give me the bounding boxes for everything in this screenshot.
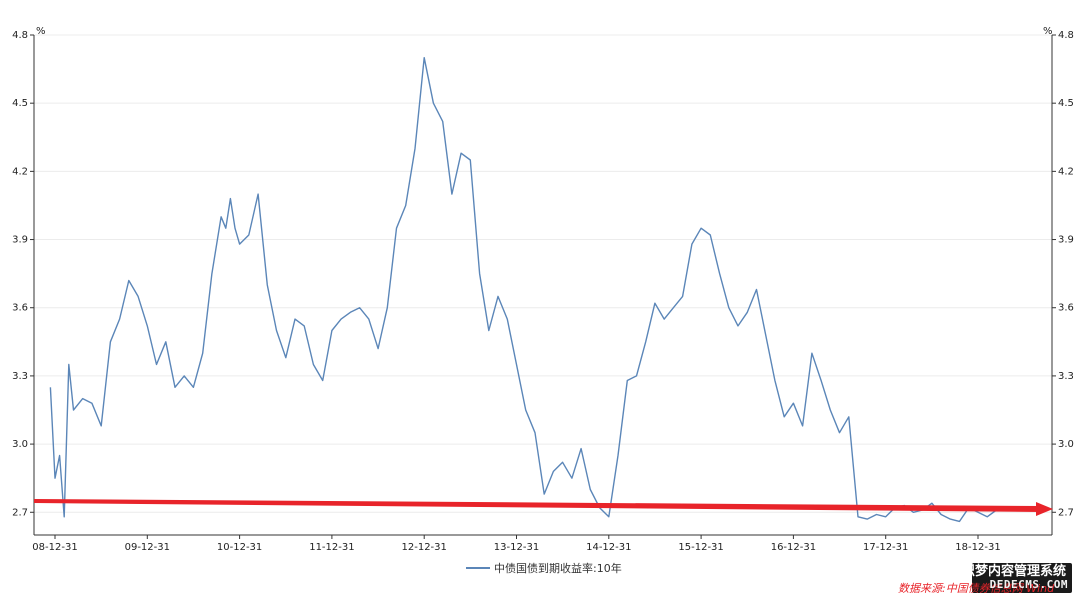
y-tick-label-right: 2.7: [1058, 507, 1074, 518]
x-tick-label: 14-12-31: [586, 542, 631, 553]
y-tick-label-left: 2.7: [12, 507, 28, 518]
x-tick-label: 09-12-31: [125, 542, 170, 553]
watermark-box: [972, 563, 1072, 593]
y-tick-label-left: 4.2: [12, 166, 28, 177]
gridlines: [34, 34, 1052, 513]
legend-label: 中债国债到期收益率:10年: [494, 561, 622, 575]
axes: [33, 35, 1053, 536]
arrow-head: [1036, 502, 1053, 516]
y-axis-left-ticks: 4.8 4.5 4.2 3.9 3.6 3.3 3.0 2.7: [12, 30, 34, 518]
arrow-shaft: [34, 499, 1040, 512]
y-tick-label-right: 3.6: [1058, 303, 1074, 314]
y-tick-label-right: 3.0: [1058, 439, 1074, 450]
y-tick-label-right: 3.9: [1058, 235, 1074, 246]
y-tick-label-left: 4.5: [12, 98, 28, 109]
y-unit-right: %: [1043, 26, 1053, 37]
y-unit-left: %: [36, 26, 46, 37]
y-tick-label-right: 4.2: [1058, 166, 1074, 177]
y-axis-right-ticks: 4.8 4.5 4.2 3.9 3.6 3.3 3.0 2.7: [1052, 30, 1074, 518]
series-line: [49, 57, 997, 523]
x-tick-label: 13-12-31: [494, 542, 539, 553]
y-tick-label-right: 4.5: [1058, 98, 1074, 109]
y-tick-label-left: 4.8: [12, 30, 28, 41]
red-trend-arrow: [34, 499, 1053, 516]
watermark-site: DEDECMS.COM: [989, 578, 1068, 591]
legend: 中债国债到期收益率:10年: [466, 561, 622, 575]
y-tick-label-right: 4.8: [1058, 30, 1074, 41]
x-tick-label: 11-12-31: [309, 542, 354, 553]
y-tick-label-left: 3.6: [12, 303, 28, 314]
x-tick-label: 10-12-31: [217, 542, 262, 553]
x-tick-label: 18-12-31: [955, 542, 1000, 553]
series-layer: [49, 57, 997, 523]
x-axis-ticks: 08-12-31 09-12-31 10-12-31 11-12-31 12-12-31…: [32, 535, 1001, 553]
y-tick-label-left: 3.0: [12, 439, 28, 450]
x-tick-label: 12-12-31: [402, 542, 447, 553]
x-tick-label: 17-12-31: [863, 542, 908, 553]
x-tick-label: 08-12-31: [32, 542, 77, 553]
x-tick-label: 15-12-31: [678, 542, 723, 553]
x-tick-label: 16-12-31: [771, 542, 816, 553]
y-tick-label-left: 3.9: [12, 235, 28, 246]
y-tick-label-left: 3.3: [12, 371, 28, 382]
watermark-title: 织梦内容管理系统: [961, 564, 1066, 579]
source-note: 数据来源:中国债券信息网 Wind: [898, 582, 1055, 595]
y-tick-label-right: 3.3: [1058, 371, 1074, 382]
